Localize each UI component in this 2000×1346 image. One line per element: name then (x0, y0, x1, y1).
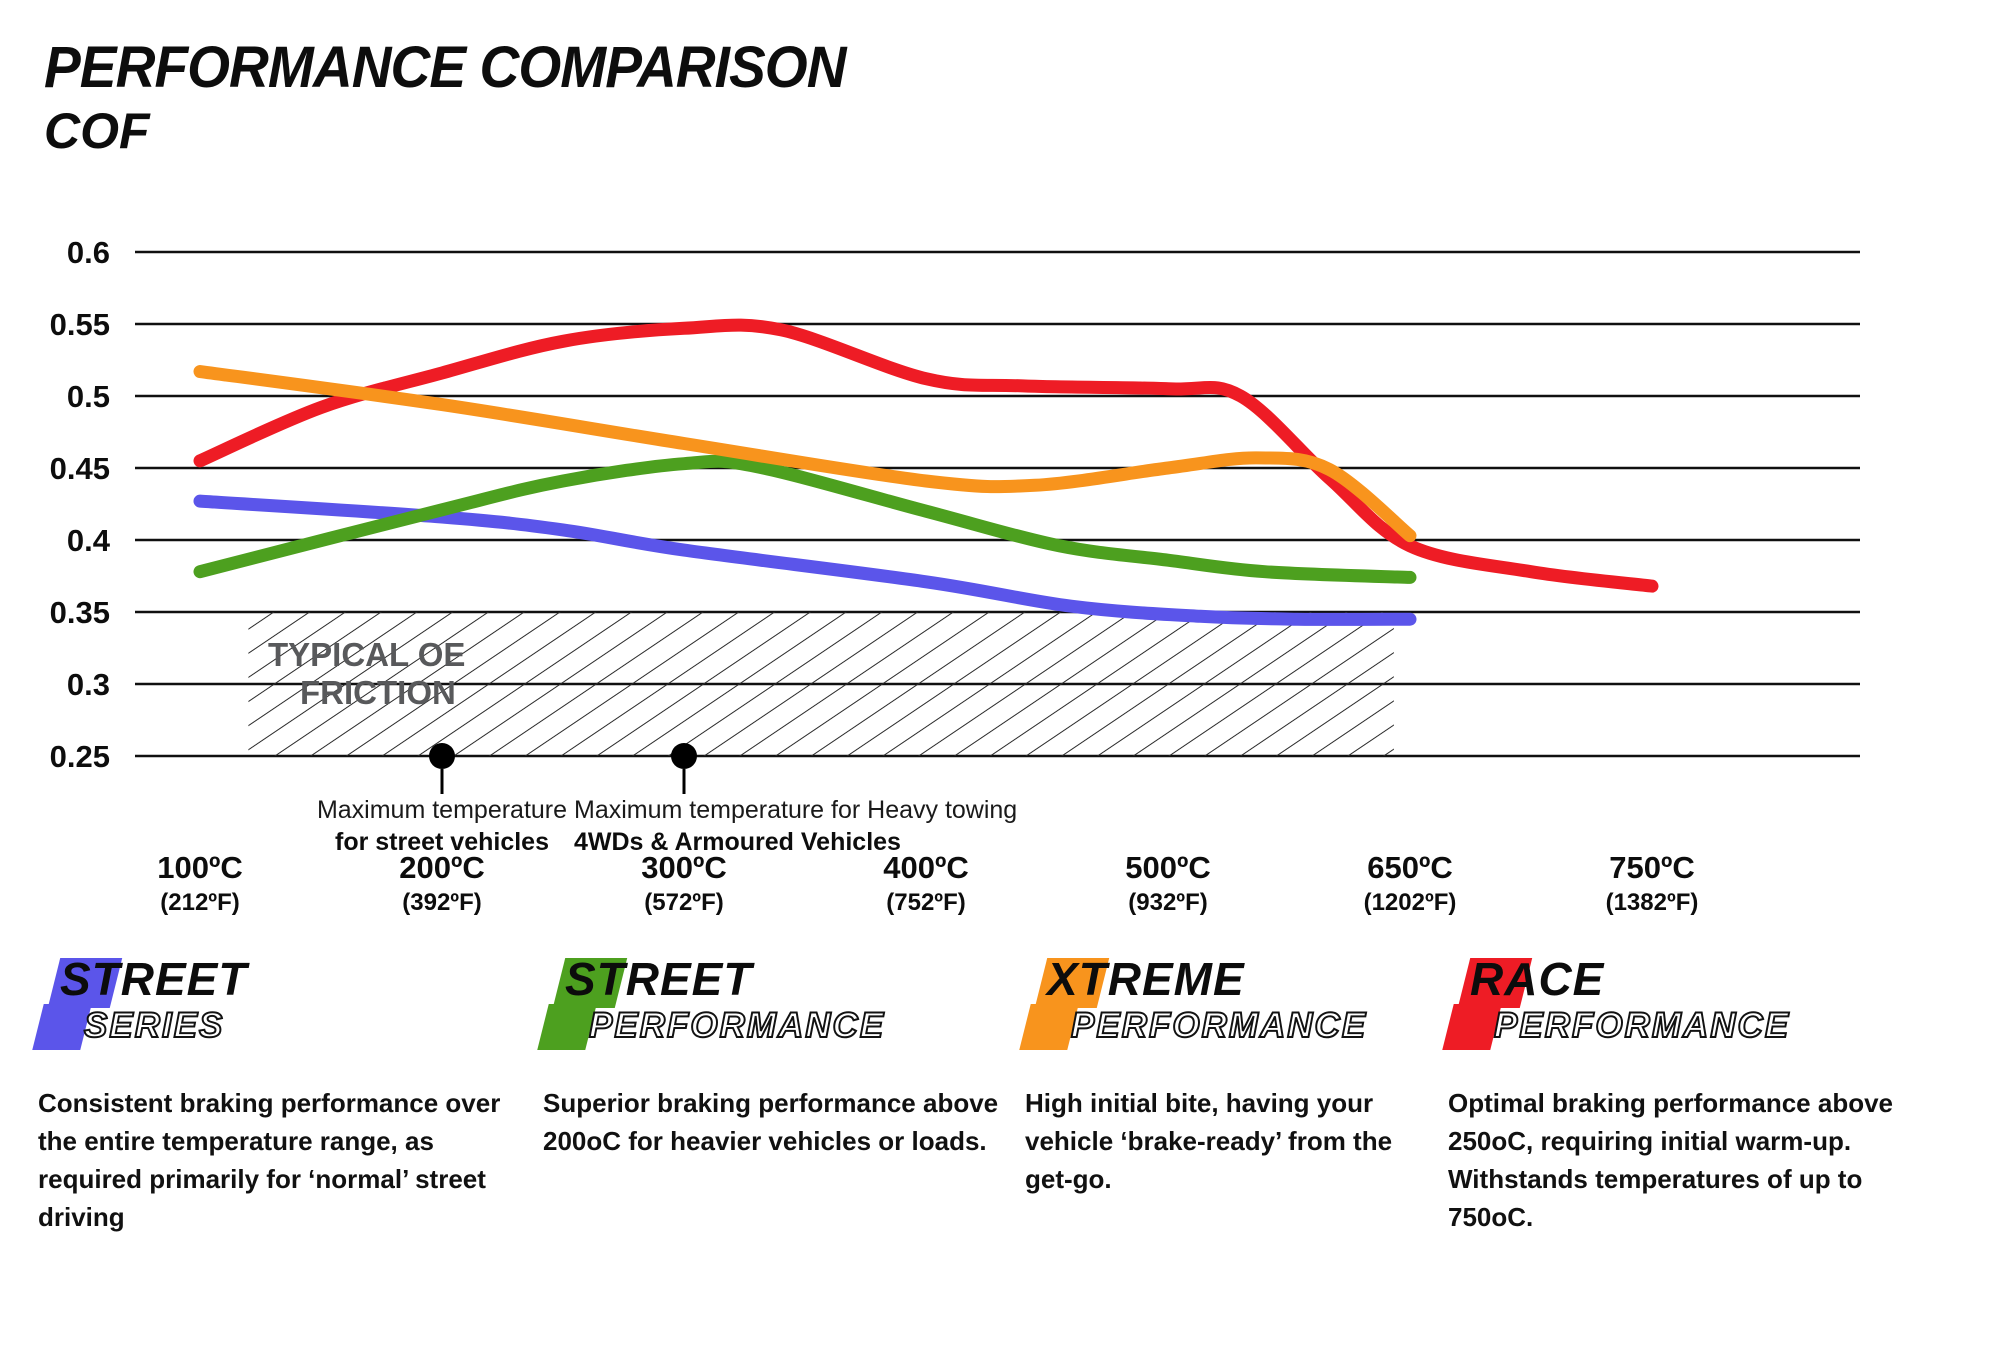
x-tick-label-f: (392ºF) (402, 889, 481, 916)
logo-color-block (1019, 1004, 1079, 1050)
logo-word-primary: XTREME (1047, 953, 1245, 1005)
x-tick-label-f: (212ºF) (160, 889, 239, 916)
x-tick-label-f: (932ºF) (1128, 889, 1207, 916)
x-tick-label-c: 650ºC (1367, 850, 1452, 885)
series-line-street-series (193, 494, 1417, 626)
y-tick-label: 0.55 (50, 307, 110, 342)
performance-chart: 0.6 0.55 0.5 0.45 0.4 0.35 0.3 0.25 TYPICAL OEFR… (50, 235, 1860, 916)
x-tick-label-f: (752ºF) (886, 889, 965, 916)
series-line-xtreme-performance (193, 365, 1417, 543)
street-series-logo: STREET SERIES (32, 953, 503, 1060)
y-tick-label: 0.45 (50, 451, 110, 486)
x-tick-label-c: 500ºC (1125, 850, 1210, 885)
logo-color-block (537, 1004, 597, 1050)
x-tick-label-c: 200ºC (399, 850, 484, 885)
legend-description: Consistent braking performance over the … (38, 1088, 501, 1232)
annotation-line2: 4WDs & Armoured Vehicles (574, 828, 901, 856)
oe-friction-band (248, 612, 1394, 756)
legend-item-xtreme-performance: XTREME PERFORMANCE High initial bite, ha… (1019, 953, 1425, 1198)
series-line-street-performance (193, 454, 1417, 584)
race-performance-logo: RACE PERFORMANCE (1442, 953, 1908, 1060)
y-tick-label: 0.5 (67, 379, 110, 414)
logo-word-primary: STREET (60, 953, 248, 1005)
x-tick-label-c: 400ºC (883, 850, 968, 885)
oe-band-label: TYPICAL OE (268, 636, 465, 673)
x-tick-label-c: 100ºC (157, 850, 242, 885)
x-tick-label-c: 750ºC (1609, 850, 1694, 885)
y-tick-label: 0.4 (67, 523, 111, 558)
y-axis-title: COF (44, 103, 150, 159)
legend-item-street-series: STREET SERIES Consistent braking perform… (32, 953, 503, 1236)
page-title: PERFORMANCE COMPARISON (44, 35, 846, 100)
logo-word-secondary: PERFORMANCE (1070, 1005, 1368, 1046)
y-tick-label: 0.6 (67, 235, 110, 270)
logo-word-secondary: PERFORMANCE (1493, 1005, 1791, 1046)
max-temp-marker (671, 743, 697, 769)
logo-color-block (1442, 1004, 1502, 1050)
logo-word-primary: RACE (1470, 953, 1605, 1005)
logo-color-block (32, 1004, 92, 1050)
logo-word-secondary: SERIES (83, 1005, 225, 1046)
legend-description: Optimal braking performance above 250oC,… (1448, 1088, 1894, 1232)
x-tick-label-f: (1202ºF) (1364, 889, 1457, 916)
legend-description: High initial bite, having your vehicle ‘… (1025, 1088, 1393, 1194)
logo-word-secondary: PERFORMANCE (588, 1005, 886, 1046)
logo-word-primary: STREET (565, 953, 753, 1005)
max-temp-marker (429, 743, 455, 769)
legend-item-race-performance: RACE PERFORMANCE Optimal braking perform… (1442, 953, 1908, 1236)
legend-description: Superior braking performance above 200oC… (543, 1088, 999, 1156)
annotation-line1: Maximum temperature for Heavy towing (574, 796, 1017, 824)
y-tick-label: 0.3 (67, 667, 110, 702)
street-performance-logo: STREET PERFORMANCE (537, 953, 1011, 1060)
xtreme-performance-logo: XTREME PERFORMANCE (1019, 953, 1425, 1060)
y-tick-label: 0.25 (50, 739, 110, 774)
x-tick-label-f: (1382ºF) (1606, 889, 1699, 916)
x-tick-label-c: 300ºC (641, 850, 726, 885)
y-tick-label: 0.35 (50, 595, 110, 630)
oe-band-label: FRICTION (300, 674, 456, 711)
legend-item-street-performance: STREET PERFORMANCE Superior braking perf… (537, 953, 1011, 1160)
annotation-line1: Maximum temperature (317, 796, 567, 824)
series-line-race-performance (193, 318, 1659, 593)
x-tick-label-f: (572ºF) (644, 889, 723, 916)
annotation-line2: for street vehicles (335, 828, 549, 856)
